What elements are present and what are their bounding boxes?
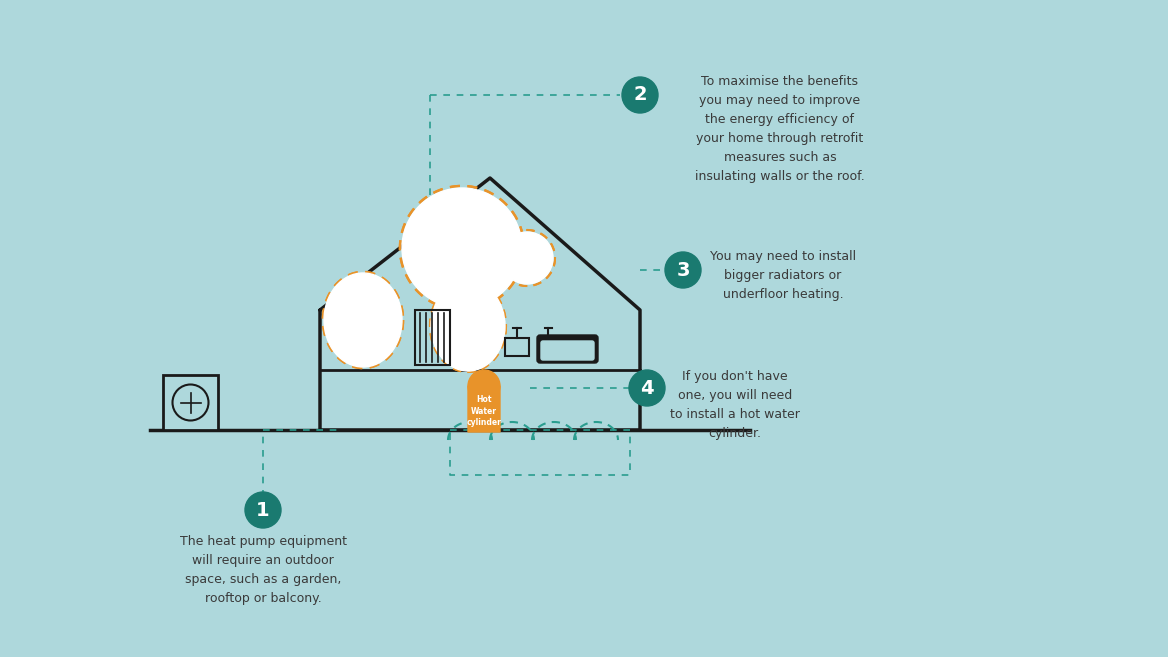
Ellipse shape — [431, 281, 505, 371]
FancyBboxPatch shape — [468, 386, 500, 432]
Circle shape — [630, 370, 665, 406]
FancyBboxPatch shape — [541, 341, 595, 360]
Bar — [505, 338, 529, 356]
Circle shape — [245, 492, 281, 528]
Text: 1: 1 — [256, 501, 270, 520]
Text: 2: 2 — [633, 85, 647, 104]
Ellipse shape — [324, 273, 402, 367]
Circle shape — [623, 77, 658, 113]
Text: 3: 3 — [676, 260, 690, 279]
Bar — [164, 375, 218, 430]
Circle shape — [665, 252, 701, 288]
FancyBboxPatch shape — [537, 335, 598, 363]
Text: 4: 4 — [640, 378, 654, 397]
Text: To maximise the benefits
you may need to improve
the energy efficiency of
your h: To maximise the benefits you may need to… — [695, 75, 864, 183]
Circle shape — [402, 188, 522, 308]
Ellipse shape — [468, 370, 500, 402]
Bar — [415, 310, 450, 365]
Text: The heat pump equipment
will require an outdoor
space, such as a garden,
rooftop: The heat pump equipment will require an … — [180, 535, 347, 605]
Circle shape — [173, 384, 209, 420]
Text: You may need to install
bigger radiators or
underfloor heating.: You may need to install bigger radiators… — [710, 250, 856, 301]
Text: Hot
Water
cylinder: Hot Water cylinder — [466, 395, 501, 427]
Text: If you don't have
one, you will need
to install a hot water
cylinder.: If you don't have one, you will need to … — [670, 370, 800, 440]
Circle shape — [501, 232, 552, 284]
